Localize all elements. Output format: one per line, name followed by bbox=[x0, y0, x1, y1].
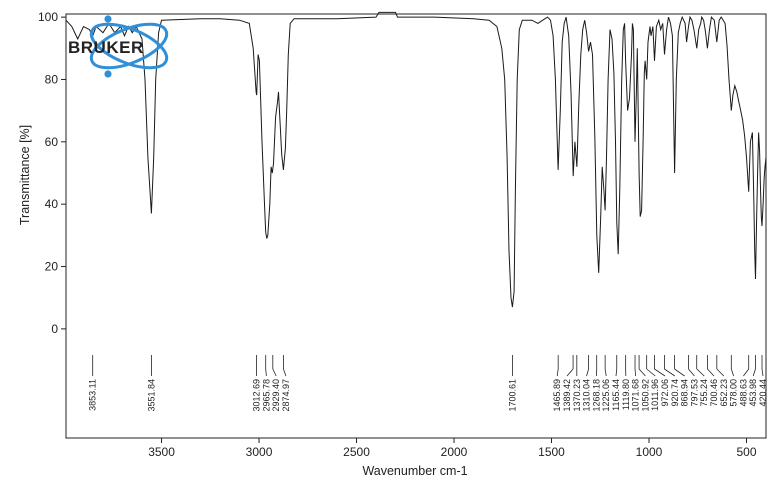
peak-connector bbox=[615, 368, 618, 377]
x-tick-label-2000: 2000 bbox=[441, 445, 468, 459]
y-tick-label-0: 0 bbox=[51, 322, 58, 336]
logo-dot-bottom bbox=[104, 70, 112, 78]
peak-label: 1071.68 bbox=[631, 379, 641, 412]
y-tick-label-80: 80 bbox=[45, 72, 59, 86]
x-axis-label: Wavenumber cm-1 bbox=[362, 464, 467, 478]
y-axis-label: Transmittance [%] bbox=[18, 125, 32, 225]
peak-label: 578.00 bbox=[729, 379, 739, 407]
peak-connector bbox=[646, 368, 656, 377]
x-tick-label-1000: 1000 bbox=[636, 445, 663, 459]
x-tick-label-1500: 1500 bbox=[538, 445, 565, 459]
logo-dot-top bbox=[104, 15, 112, 23]
peak-connector bbox=[696, 368, 705, 377]
peak-label: 2965.78 bbox=[261, 379, 271, 412]
peak-label: 797.53 bbox=[689, 379, 699, 407]
y-tick-label-40: 40 bbox=[45, 197, 59, 211]
peak-connector bbox=[638, 368, 646, 377]
peak-connector bbox=[743, 368, 750, 377]
peak-label: 1310.04 bbox=[582, 379, 592, 412]
x-axis: 3500 3000 2500 2000 1500 1000 500 bbox=[148, 438, 757, 459]
peak-label: 2874.97 bbox=[281, 379, 291, 412]
peak-connector bbox=[654, 368, 666, 377]
peak-label: 700.46 bbox=[709, 379, 719, 407]
plot-area bbox=[65, 11, 767, 308]
peak-label: 3551.84 bbox=[146, 379, 156, 412]
peak-connector bbox=[566, 368, 574, 377]
peak-connector bbox=[586, 368, 589, 377]
peak-connector bbox=[688, 368, 695, 377]
peak-connector bbox=[674, 368, 685, 377]
peak-label: 1119.80 bbox=[621, 379, 631, 410]
logo-orbit-1 bbox=[89, 22, 169, 70]
peak-connector bbox=[761, 368, 764, 377]
plot-frame bbox=[65, 13, 767, 439]
x-tick-label-3000: 3000 bbox=[246, 445, 273, 459]
y-tick-label-60: 60 bbox=[45, 135, 59, 149]
peak-label: 453.98 bbox=[748, 379, 758, 407]
peak-connector bbox=[716, 368, 725, 377]
peak-label: 1389.42 bbox=[562, 379, 572, 412]
logo-text: BRUKER bbox=[68, 38, 144, 57]
peak-markers: 3853.11 3551.84 3012.69 2965.78 2929.40 2874.… bbox=[88, 355, 768, 412]
y-tick-label-20: 20 bbox=[45, 260, 59, 274]
spectrum-line bbox=[65, 11, 767, 308]
peak-label: 868.94 bbox=[680, 379, 690, 407]
x-tick-label-3500: 3500 bbox=[148, 445, 175, 459]
peak-label: 1050.92 bbox=[640, 379, 650, 412]
peak-label: 420.44 bbox=[758, 379, 768, 407]
peak-label: 920.74 bbox=[670, 379, 680, 407]
peak-label: 972.06 bbox=[660, 379, 670, 407]
x-tick-label-500: 500 bbox=[736, 445, 756, 459]
peak-label: 3853.11 bbox=[88, 379, 98, 411]
peak-label: 2929.40 bbox=[271, 379, 281, 412]
peak-connector bbox=[604, 368, 607, 377]
peak-label: 1268.18 bbox=[591, 379, 601, 412]
peak-label: 1225.06 bbox=[601, 379, 611, 412]
peak-label: 1700.61 bbox=[507, 379, 517, 412]
peak-connector bbox=[283, 368, 287, 377]
peak-connector bbox=[556, 368, 559, 377]
peak-connector bbox=[707, 368, 715, 377]
peak-connector bbox=[664, 368, 676, 377]
y-tick-label-100: 100 bbox=[38, 10, 58, 24]
peak-label: 755.24 bbox=[699, 379, 709, 407]
peak-connector bbox=[752, 368, 756, 377]
peak-label: 1165.44 bbox=[611, 379, 621, 411]
peak-connector bbox=[634, 368, 636, 377]
y-axis: 0 20 40 60 80 100 bbox=[38, 10, 66, 336]
peak-label: 652.23 bbox=[719, 379, 729, 407]
x-tick-label-2500: 2500 bbox=[343, 445, 370, 459]
bruker-logo: BRUKER bbox=[68, 15, 169, 78]
peak-connector bbox=[730, 368, 734, 377]
peak-label: 1011.96 bbox=[650, 379, 660, 411]
peak-label: 1370.23 bbox=[572, 379, 582, 412]
logo-orbit-2 bbox=[89, 22, 169, 70]
peak-label: 3012.69 bbox=[252, 379, 262, 412]
peak-label: 488.63 bbox=[738, 379, 748, 407]
peak-label: 1465.89 bbox=[552, 379, 562, 412]
peak-connector bbox=[272, 368, 277, 377]
peak-connector bbox=[265, 368, 267, 377]
